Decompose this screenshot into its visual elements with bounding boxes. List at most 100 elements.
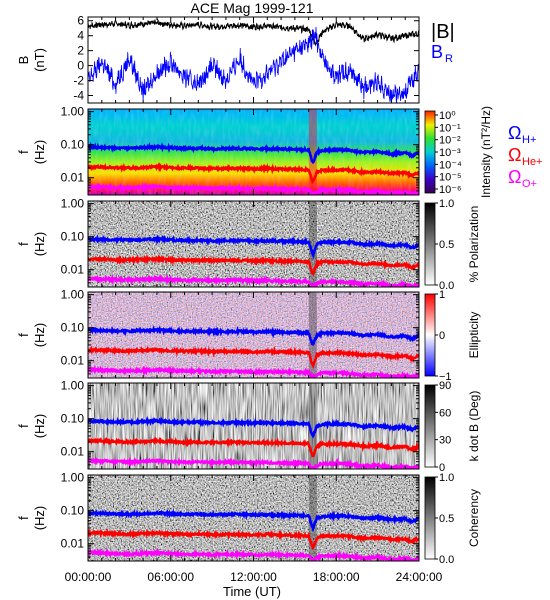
y-tick-label: 1.00 bbox=[61, 379, 85, 393]
colorbar-tick-label: 30 bbox=[439, 435, 451, 447]
field-ylabel-unit: (nT) bbox=[32, 48, 47, 72]
colorbar-tick-label: 10⁻³ bbox=[439, 147, 461, 159]
coherency-colorbar bbox=[424, 476, 436, 560]
colorbar-tick-label: 0.5 bbox=[439, 513, 454, 525]
cyclotron-line-h bbox=[88, 141, 419, 165]
legend-omega-sub: He+ bbox=[522, 156, 543, 168]
colorbar-tick-label: 1.0 bbox=[439, 198, 454, 210]
legend-omega: Ω bbox=[508, 123, 521, 143]
polarization-ylabel-unit: (Hz) bbox=[32, 232, 47, 257]
colorbar-tick-label: 0.5 bbox=[439, 239, 454, 251]
y-tick-label: -4 bbox=[73, 89, 84, 103]
cyclotron-legend: Ω H+Ω He+Ω O+ bbox=[508, 123, 543, 190]
colorbar-tick-label: 10⁻² bbox=[439, 135, 461, 147]
y-tick-label: 2 bbox=[77, 44, 84, 58]
event-band bbox=[308, 292, 317, 378]
colorbar-tick-label: 10⁻⁶ bbox=[439, 184, 462, 196]
kdotb-colorbar bbox=[424, 384, 436, 468]
x-tick-label: 24:00:00 bbox=[396, 570, 443, 584]
panel-frame bbox=[87, 16, 420, 104]
y-tick-label: 0.01 bbox=[61, 263, 85, 277]
ellipticity-colorbar-label: Ellipticity bbox=[467, 312, 481, 359]
colorbar-tick-label: 0.0 bbox=[439, 280, 454, 292]
colorbar-tick-label: 0 bbox=[439, 330, 445, 342]
x-tick-label: 00:00:00 bbox=[65, 570, 112, 584]
chart-title: ACE Mag 1999-121 bbox=[191, 0, 314, 16]
legend-omega-sub: O+ bbox=[522, 178, 537, 190]
y-tick-label: 0.10 bbox=[61, 504, 85, 518]
cyclotron-line-h bbox=[88, 415, 419, 439]
colorbar-tick-label: 10⁻¹ bbox=[439, 122, 461, 134]
event-band bbox=[308, 201, 317, 287]
colorbar-tick-label: 0 bbox=[439, 462, 445, 474]
cyclotron-line-h bbox=[88, 234, 419, 260]
event-band bbox=[308, 109, 317, 195]
x-tick-label: 12:00:00 bbox=[230, 570, 277, 584]
kdotb-ylabel: f bbox=[16, 424, 31, 428]
ellipticity-ylabel-unit: (Hz) bbox=[32, 323, 47, 348]
legend-omega-sub: H+ bbox=[522, 134, 536, 146]
kdotb-ylabel-unit: (Hz) bbox=[32, 414, 47, 439]
series--b- bbox=[88, 18, 419, 47]
colorbar-tick-label: 60 bbox=[439, 407, 451, 419]
cyclotron-line-he bbox=[88, 162, 419, 185]
y-tick-label: 0.01 bbox=[61, 445, 85, 459]
event-band bbox=[308, 383, 317, 469]
field-ylabel: B bbox=[16, 56, 31, 65]
y-tick-label: 0.01 bbox=[61, 354, 85, 368]
intensity-colorbar-label: Intensity (nT²/Hz) bbox=[479, 106, 493, 198]
coherency-ylabel: f bbox=[16, 516, 31, 520]
intensity-ylabel-unit: (Hz) bbox=[32, 140, 47, 165]
series-b-r bbox=[88, 26, 419, 103]
field-plot-area bbox=[88, 18, 419, 103]
x-axis: 00:00:00 06:00:00 12:00:00 18:00:00 24:00:00 bbox=[65, 570, 443, 584]
colorbar-tick-label: 1 bbox=[439, 289, 445, 301]
ellipticity-ylabel: f bbox=[16, 333, 31, 337]
legend-omega: Ω bbox=[508, 145, 521, 165]
polarization-colorbar bbox=[424, 202, 436, 286]
ellipticity-spectrogram bbox=[88, 292, 419, 378]
y-tick-label: 0.10 bbox=[61, 230, 85, 244]
polarization-colorbar-label: % Polarization bbox=[467, 206, 481, 283]
cyclotron-line-he bbox=[88, 436, 419, 458]
kdotb-spectrogram bbox=[88, 383, 419, 469]
colorbar-tick-label: 0.0 bbox=[439, 554, 454, 566]
colorbar-tick-label: 1.0 bbox=[439, 472, 454, 484]
cyclotron-line-h bbox=[88, 325, 419, 346]
cyclotron-line-o bbox=[88, 456, 419, 469]
panel-coherency: 1.00 0.10 0.01 1.0 0.5 0.0 Coherency f (Hz) bbox=[16, 471, 481, 566]
cyclotron-line-h bbox=[88, 508, 419, 533]
y-tick-label: 0.10 bbox=[61, 321, 85, 335]
colorbar-tick-label: 10⁰ bbox=[439, 110, 456, 122]
intensity-spectrogram bbox=[88, 109, 419, 195]
coherency-ylabel-unit: (Hz) bbox=[32, 506, 47, 531]
y-tick-label: 6 bbox=[77, 14, 84, 28]
panel-kdotb: 1.00 0.10 0.01 90 60 30 0 k dot B (Deg) f (Hz) bbox=[16, 379, 481, 474]
kdotb-colorbar-label: k dot B (Deg) bbox=[467, 391, 481, 462]
y-tick-label: 1.00 bbox=[61, 471, 85, 485]
colorbar-tick-label: 90 bbox=[439, 380, 451, 392]
y-tick-label: 0.01 bbox=[61, 171, 85, 185]
polarization-spectrogram bbox=[88, 201, 419, 287]
coherency-colorbar-label: Coherency bbox=[467, 489, 481, 547]
y-tick-label: -2 bbox=[73, 74, 84, 88]
y-tick-label: 1.00 bbox=[61, 105, 85, 119]
legend-label-br-sub: R bbox=[445, 53, 453, 65]
cyclotron-line-he bbox=[88, 345, 419, 369]
y-tick-label: 0.10 bbox=[61, 412, 85, 426]
cyclotron-line-he bbox=[88, 528, 419, 550]
colorbar-tick-label: 10⁻⁴ bbox=[439, 159, 462, 171]
y-tick-label: 0.01 bbox=[61, 537, 85, 551]
event-band bbox=[308, 475, 317, 561]
panel-ellipticity: 1.00 0.10 0.01 1 0 −1 Ellipticity f (Hz) bbox=[16, 288, 481, 383]
polarization-ylabel: f bbox=[16, 242, 31, 246]
y-tick-label: 4 bbox=[77, 29, 84, 43]
x-tick-label: 18:00:00 bbox=[313, 570, 360, 584]
y-tick-label: 0.10 bbox=[61, 138, 85, 152]
intensity-ylabel: f bbox=[16, 150, 31, 154]
colorbar-tick-label: 10⁻⁵ bbox=[439, 172, 462, 184]
legend-label-br: B bbox=[431, 42, 443, 62]
field-legend: |B|B R bbox=[431, 21, 455, 65]
